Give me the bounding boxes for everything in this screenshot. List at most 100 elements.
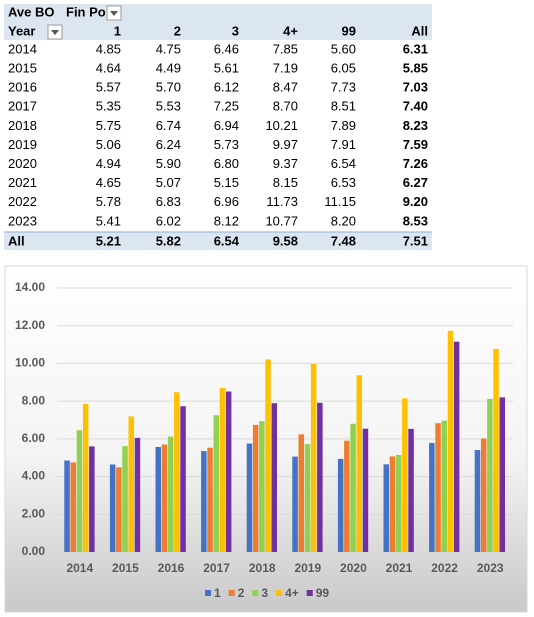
cell: 6.24	[156, 137, 181, 152]
bar	[356, 375, 362, 552]
dropdown-button[interactable]	[106, 5, 122, 21]
cell: 4.64	[96, 61, 121, 76]
bar	[350, 423, 356, 552]
row-label: 2015	[8, 61, 37, 76]
cell: 9.37	[273, 156, 298, 171]
cell: 5.78	[96, 194, 121, 209]
cell: 4.49	[156, 61, 181, 76]
y-tick-label: 12.00	[15, 318, 45, 332]
y-tick-label: 6.00	[22, 431, 46, 445]
cell: 6.54	[331, 156, 356, 171]
legend-label: 4+	[285, 586, 299, 600]
bar	[362, 428, 369, 552]
row-label: 2023	[8, 213, 37, 228]
bar	[344, 440, 350, 552]
cell: 6.54	[214, 233, 240, 248]
cell: 4.75	[156, 41, 181, 56]
bar	[383, 464, 389, 552]
legend-label: 2	[238, 586, 245, 600]
cell: 5.61	[214, 61, 239, 76]
legend-label: 99	[316, 586, 330, 600]
cell: 7.73	[331, 80, 356, 95]
bar	[246, 443, 253, 552]
bar	[64, 460, 70, 552]
bar	[76, 430, 83, 552]
cell: 5.07	[156, 175, 181, 190]
cell: 5.57	[96, 80, 121, 95]
cell: 11.73	[266, 194, 298, 209]
cell: 6.74	[156, 118, 181, 133]
row-label: 2016	[8, 80, 37, 95]
cell: 10.77	[265, 213, 298, 228]
legend-label: 1	[214, 586, 221, 600]
cell: 6.94	[214, 118, 239, 133]
cell: 4.94	[96, 156, 121, 171]
cell: 6.96	[214, 194, 239, 209]
bar	[116, 467, 122, 552]
cell: 9.20	[403, 194, 428, 209]
cell: 5.85	[403, 61, 428, 76]
cell: 9.58	[273, 233, 298, 248]
y-tick-label: 10.00	[15, 356, 45, 370]
bar	[161, 444, 168, 552]
x-tick-label: 2020	[340, 561, 367, 575]
legend-swatch	[228, 590, 235, 596]
dropdown-button[interactable]	[47, 24, 63, 40]
cell: 4.65	[96, 175, 121, 190]
bar	[395, 454, 402, 552]
cell: 7.89	[331, 118, 356, 133]
cell: 6.80	[214, 156, 239, 171]
x-tick-label: 2022	[431, 561, 458, 575]
cell: 7.51	[403, 233, 428, 248]
bar	[435, 423, 441, 552]
cell: All	[411, 23, 428, 38]
legend-label: 3	[261, 586, 268, 600]
bar	[389, 456, 396, 552]
bar	[474, 449, 481, 552]
legend-swatch	[276, 590, 283, 596]
row-label: 2017	[8, 99, 37, 114]
bar	[82, 403, 89, 552]
y-tick-label: 0.00	[22, 544, 46, 558]
bar	[265, 359, 271, 552]
legend-swatch	[252, 590, 259, 596]
bar	[70, 462, 76, 552]
cell: 5.90	[156, 156, 181, 171]
x-tick-label: 2016	[158, 561, 185, 575]
cell: 1	[114, 23, 121, 38]
cell: 5.82	[156, 233, 181, 248]
cell: 5.41	[96, 213, 121, 228]
cell: 6.31	[403, 41, 428, 56]
bar	[337, 458, 344, 552]
cell: 8.51	[331, 99, 356, 114]
bar	[317, 402, 323, 552]
bar	[298, 434, 304, 552]
cell: 7.59	[403, 137, 428, 152]
bar	[207, 447, 213, 552]
cell: 5.73	[214, 137, 239, 152]
row-label: 2022	[8, 194, 37, 209]
row-label: 2020	[8, 156, 37, 171]
cell: 5.35	[96, 99, 121, 114]
row-label: 2019	[8, 137, 37, 152]
table-total-bg	[4, 232, 432, 250]
cell: 9.97	[273, 137, 298, 152]
x-tick-label: 2017	[203, 561, 230, 575]
bar	[292, 456, 298, 552]
cell: 8.47	[273, 80, 298, 95]
bar	[408, 428, 414, 552]
x-tick-label: 2023	[477, 561, 504, 575]
legend-swatch	[306, 590, 313, 596]
row-label: All	[8, 233, 25, 248]
cell: 7.25	[214, 99, 239, 114]
cell: 11.15	[324, 194, 356, 209]
bar	[310, 363, 317, 552]
bar	[480, 438, 487, 552]
cell: 5.15	[214, 175, 239, 190]
cell: 6.46	[214, 41, 239, 56]
bar	[453, 341, 460, 552]
bar	[213, 415, 219, 552]
bar	[174, 392, 180, 552]
cell: 7.26	[403, 156, 428, 171]
